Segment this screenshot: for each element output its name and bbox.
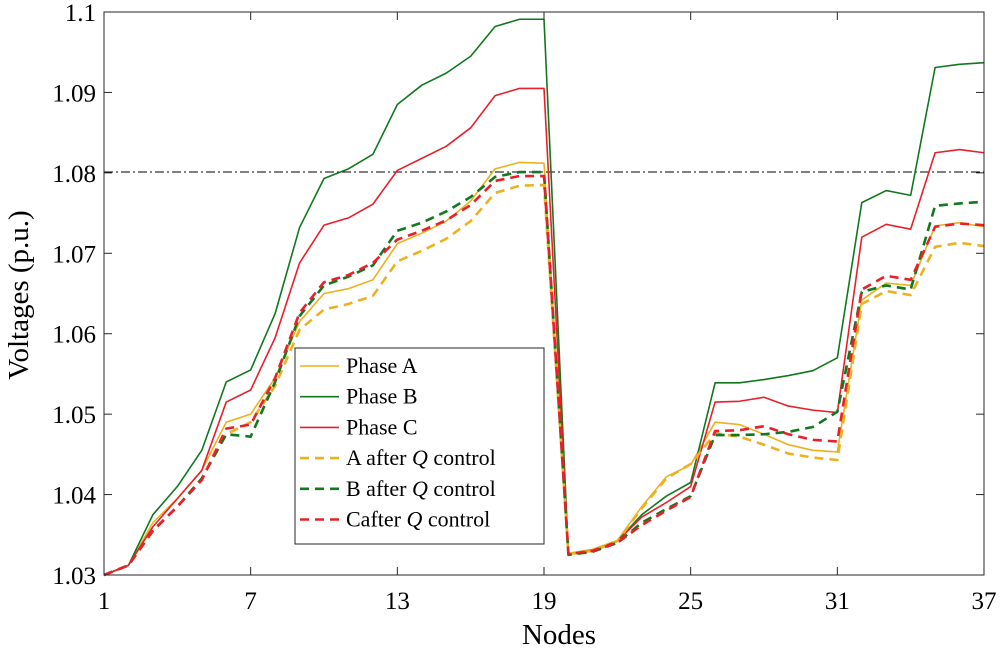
y-tick-label: 1.1 xyxy=(65,0,96,27)
y-tick-label: 1.06 xyxy=(52,322,96,349)
legend-label-3: Phase C xyxy=(346,414,418,439)
x-tick-label: 19 xyxy=(532,588,557,615)
y-tick-label: 1.09 xyxy=(52,80,96,107)
x-tick-label: 31 xyxy=(825,588,850,615)
legend-box xyxy=(294,347,545,545)
legend-label-4: A after Q control xyxy=(346,445,496,470)
legend-label-2: Phase B xyxy=(346,384,418,409)
x-tick-label: 25 xyxy=(678,588,703,615)
legend-label-1: Phase A xyxy=(346,353,418,378)
legend-label-6: Cafter Q control xyxy=(346,507,490,532)
legend: Phase A Phase B Phase C A after Q control B … xyxy=(294,347,545,545)
x-tick-label: 37 xyxy=(972,588,997,615)
axes-layer: 1 7 13 19 25 31 37 1.03 1.04 1.05 1.06 1.07 1.08 1.09… xyxy=(52,0,996,615)
legend-label-5: B after Q control xyxy=(346,476,496,501)
y-axis-title: Voltages (p.u.) xyxy=(3,210,35,379)
x-tick-label: 7 xyxy=(244,588,257,615)
y-tick-label: 1.03 xyxy=(52,563,96,590)
y-tick-label: 1.04 xyxy=(52,483,96,510)
x-axis-title: Nodes xyxy=(522,619,596,651)
series-layer xyxy=(103,18,985,577)
series-line-4 xyxy=(103,183,985,577)
y-tick-label: 1.07 xyxy=(52,241,96,268)
y-tick-label: 1.05 xyxy=(52,402,96,429)
x-tick-label: 1 xyxy=(98,588,111,615)
series-line-6 xyxy=(103,174,985,577)
series-line-5 xyxy=(103,170,985,577)
x-tick-label: 13 xyxy=(385,588,410,615)
y-tick-label: 1.08 xyxy=(52,161,96,188)
